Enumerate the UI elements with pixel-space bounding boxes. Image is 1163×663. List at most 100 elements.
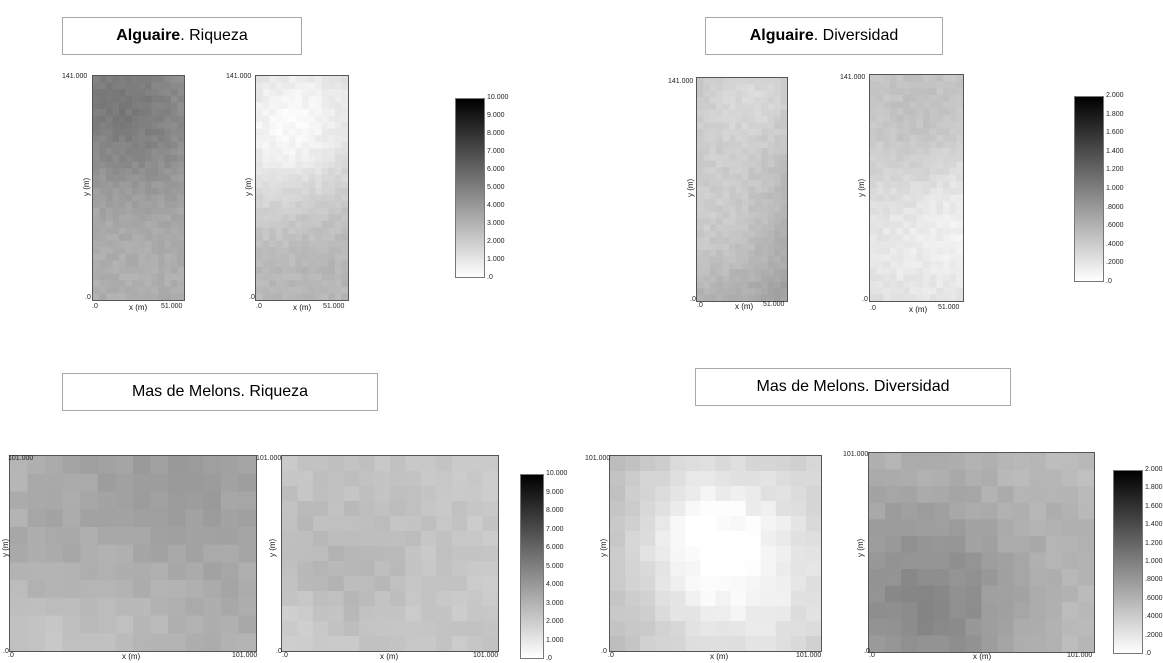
heatmap-cell	[754, 192, 762, 200]
heatmap-cell	[164, 253, 172, 262]
heatmap-cell	[168, 597, 187, 617]
heatmap-cell	[177, 267, 184, 275]
heatmap-cell	[780, 84, 787, 92]
heatmap-cell	[138, 280, 146, 288]
x-origin-label: .0	[282, 652, 288, 659]
heatmap-cell	[876, 161, 884, 169]
heatmap-cell	[936, 274, 944, 282]
heatmap-cell	[269, 286, 277, 295]
heatmap-cell	[697, 211, 705, 219]
heatmap-cell	[949, 94, 957, 103]
heatmap-cell	[467, 471, 484, 487]
heatmap-cell	[10, 597, 29, 617]
heatmap-cell	[943, 168, 951, 176]
heatmap-cell	[889, 274, 898, 282]
heatmap-cell	[288, 174, 297, 183]
heatmap-cell	[158, 280, 166, 288]
heatmap-cell	[269, 95, 277, 103]
heatmap-cell	[774, 256, 782, 264]
heatmap-cell	[775, 591, 792, 607]
heatmap-cell	[885, 552, 902, 570]
heatmap-cell	[125, 207, 133, 215]
heatmap-cell	[112, 76, 120, 84]
heatmap-cell	[269, 273, 277, 281]
heatmap-cell	[780, 256, 787, 264]
heatmap-cell	[164, 161, 172, 169]
heatmap-cell	[80, 597, 99, 617]
heatmap-cell	[99, 82, 107, 90]
heatmap-cell	[870, 267, 878, 276]
heatmap-cell	[754, 148, 762, 156]
heatmap-cell	[282, 621, 299, 637]
heatmap-cell	[262, 95, 270, 103]
heatmap-cell	[760, 456, 777, 472]
x-axis-label: x (m)	[129, 303, 148, 312]
heatmap-cell	[965, 469, 983, 487]
heatmap-cell	[321, 286, 329, 295]
heatmap-cell	[903, 227, 911, 236]
heatmap-cell	[943, 201, 951, 209]
heatmap-cell	[923, 174, 931, 182]
heatmap-cell	[151, 115, 159, 123]
heatmap-cell	[716, 250, 724, 257]
heatmap-cell	[933, 486, 950, 504]
heatmap-cell	[774, 179, 782, 187]
heatmap-cell	[295, 148, 303, 156]
heatmap-cell	[742, 256, 750, 264]
heatmap-cell	[295, 247, 303, 255]
heatmap-cell	[171, 174, 179, 183]
heatmap-cell	[451, 456, 468, 472]
heatmap-cell	[321, 201, 329, 209]
heatmap-cell	[767, 128, 775, 136]
heatmap-cell	[112, 128, 120, 136]
heatmap-cell	[1077, 618, 1094, 637]
heatmap-cell	[1013, 552, 1031, 570]
heatmap-cell	[138, 128, 146, 136]
heatmap-cell	[436, 456, 453, 472]
heatmap-cell	[133, 526, 152, 546]
heatmap-cell	[341, 188, 348, 196]
heatmap-cell	[965, 519, 983, 537]
heatmap-cell	[315, 280, 323, 288]
heatmap-cell	[735, 250, 743, 257]
heatmap-cell	[308, 155, 316, 163]
heatmap-cell	[138, 122, 146, 130]
heatmap-cell	[62, 615, 81, 634]
heatmap-cell	[715, 456, 732, 472]
heatmap-cell	[262, 207, 270, 215]
heatmap-cell	[610, 561, 626, 577]
heatmap-cell	[482, 486, 498, 502]
heatmap-cell	[716, 199, 724, 207]
heatmap-cell	[742, 128, 750, 136]
heatmap-cell	[870, 221, 878, 229]
heatmap-cell	[321, 220, 329, 229]
heatmap-cell	[703, 199, 711, 207]
heatmap-cell	[943, 281, 951, 289]
heatmap-cell	[943, 261, 951, 269]
heatmap-cell	[909, 254, 918, 262]
heatmap-cell	[703, 116, 711, 124]
heatmap-cell	[729, 211, 737, 219]
heatmap-cell	[288, 220, 297, 229]
heatmap-cell	[760, 501, 777, 517]
heatmap-cell	[949, 128, 957, 136]
heatmap-cell	[138, 135, 146, 143]
heatmap-cell	[328, 280, 336, 288]
heatmap-cell	[767, 97, 775, 105]
heatmap-cell	[420, 561, 437, 577]
heatmap-cell	[262, 267, 270, 275]
heatmap-cell	[896, 274, 904, 282]
heatmap-cell	[916, 254, 924, 262]
heatmap-cell	[203, 615, 222, 634]
heatmap-cell	[956, 181, 963, 189]
heatmap-cell	[916, 114, 924, 123]
heatmap-cell	[761, 141, 769, 149]
heatmap-cell	[780, 167, 787, 175]
heatmap-cell	[745, 576, 762, 592]
heatmap-cell	[997, 569, 1015, 587]
colorbar-tick-label: .4000	[1145, 613, 1163, 621]
heatmap-cell	[742, 186, 750, 194]
heatmap-cell	[138, 188, 146, 196]
heatmap-cell	[949, 254, 957, 262]
heatmap-cell	[171, 260, 179, 268]
